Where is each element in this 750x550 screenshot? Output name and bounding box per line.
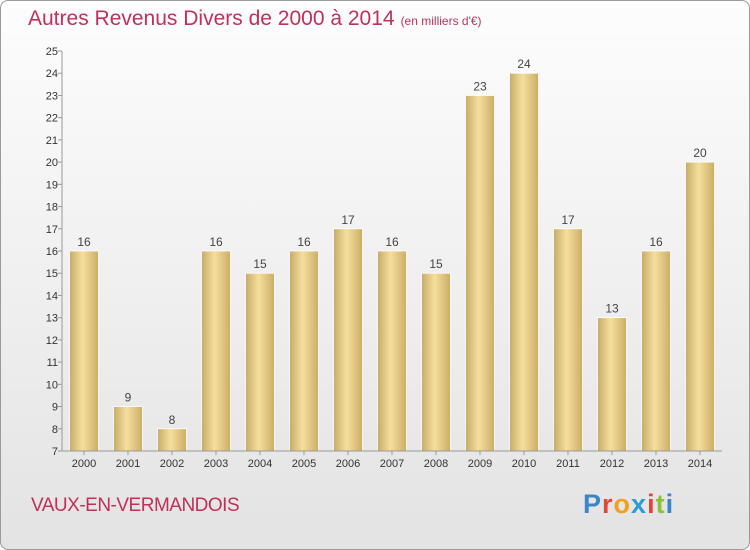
bar	[289, 250, 319, 452]
x-tick-label: 2014	[688, 458, 712, 470]
bar-value-label: 16	[385, 235, 399, 249]
x-axis: 2000 2001 2002 2003 2004 2005 2006 2007 2008 2009…	[62, 450, 722, 470]
y-tick-label: 10	[46, 379, 58, 391]
y-tick-label: 25	[46, 46, 58, 58]
y-tick-label: 9	[52, 402, 58, 414]
y-tick-label: 7	[52, 446, 58, 458]
chart-title-unit: (en milliers d'€)	[400, 14, 482, 28]
bar	[377, 250, 407, 452]
bar	[685, 161, 715, 452]
y-tick-label: 8	[52, 424, 58, 436]
x-tick-label: 2009	[468, 458, 492, 470]
y-axis: 7 8 9 10 11 12 13 14 15 16 17 18 19 20 21 22 23 24 25	[46, 46, 63, 458]
bar	[113, 406, 143, 452]
chart-title: Autres Revenus Divers de 2000 à 2014 (en …	[28, 7, 482, 31]
bar-series: 16 9 8 16 15 16 17 16 15 23 24 17 13 16 20	[69, 57, 715, 452]
bar	[201, 250, 231, 452]
y-tick-label: 24	[46, 68, 58, 80]
chart-title-main: Autres Revenus Divers de 2000 à 2014	[28, 7, 395, 30]
bar-value-label: 20	[693, 146, 707, 160]
x-tick-label: 2006	[336, 458, 360, 470]
y-tick-label: 23	[46, 90, 58, 102]
y-tick-label: 19	[46, 179, 58, 191]
y-tick-label: 17	[46, 224, 58, 236]
x-tick-label: 2004	[248, 458, 272, 470]
y-tick-label: 16	[46, 246, 58, 258]
bar	[245, 272, 275, 452]
bar	[69, 250, 99, 452]
x-tick-label: 2007	[380, 458, 404, 470]
x-tick-label: 2010	[512, 458, 536, 470]
bar	[509, 72, 539, 452]
y-tick-label: 22	[46, 113, 58, 125]
y-tick-label: 15	[46, 268, 58, 280]
bar	[333, 228, 363, 452]
x-tick-label: 2000	[72, 458, 96, 470]
bar	[421, 272, 451, 452]
x-tick-label: 2012	[600, 458, 624, 470]
bar-value-label: 16	[649, 235, 663, 249]
bar-value-label: 15	[253, 257, 267, 271]
proxiti-logo: Proxiti	[583, 489, 675, 519]
bar-value-label: 16	[77, 235, 91, 249]
y-tick-label: 12	[46, 335, 58, 347]
bar-value-label: 23	[473, 79, 487, 93]
bar	[157, 428, 187, 452]
x-tick-label: 2005	[292, 458, 316, 470]
town-name: VAUX-EN-VERMANDOIS	[31, 495, 240, 516]
x-tick-label: 2002	[160, 458, 184, 470]
bar-value-label: 13	[605, 302, 619, 316]
x-tick-label: 2013	[644, 458, 668, 470]
x-tick-label: 2003	[204, 458, 228, 470]
bar	[553, 228, 583, 452]
x-tick-label: 2008	[424, 458, 448, 470]
y-tick-label: 18	[46, 202, 58, 214]
bar-value-label: 16	[209, 235, 223, 249]
y-tick-label: 13	[46, 313, 58, 325]
bar-value-label: 9	[125, 391, 132, 405]
bar-value-label: 15	[429, 257, 443, 271]
bar-value-label: 8	[169, 413, 176, 427]
bar	[465, 95, 495, 452]
y-tick-label: 14	[46, 290, 58, 302]
bar-value-label: 17	[561, 213, 575, 227]
y-tick-label: 20	[46, 157, 58, 169]
bar-value-label: 16	[297, 235, 311, 249]
bar	[597, 317, 627, 452]
x-tick-label: 2011	[556, 458, 580, 470]
y-tick-label: 21	[46, 135, 58, 147]
bar	[641, 250, 671, 452]
bar-value-label: 17	[341, 213, 355, 227]
bar-value-label: 24	[517, 57, 531, 71]
x-tick-label: 2001	[116, 458, 140, 470]
y-tick-label: 11	[47, 357, 58, 369]
